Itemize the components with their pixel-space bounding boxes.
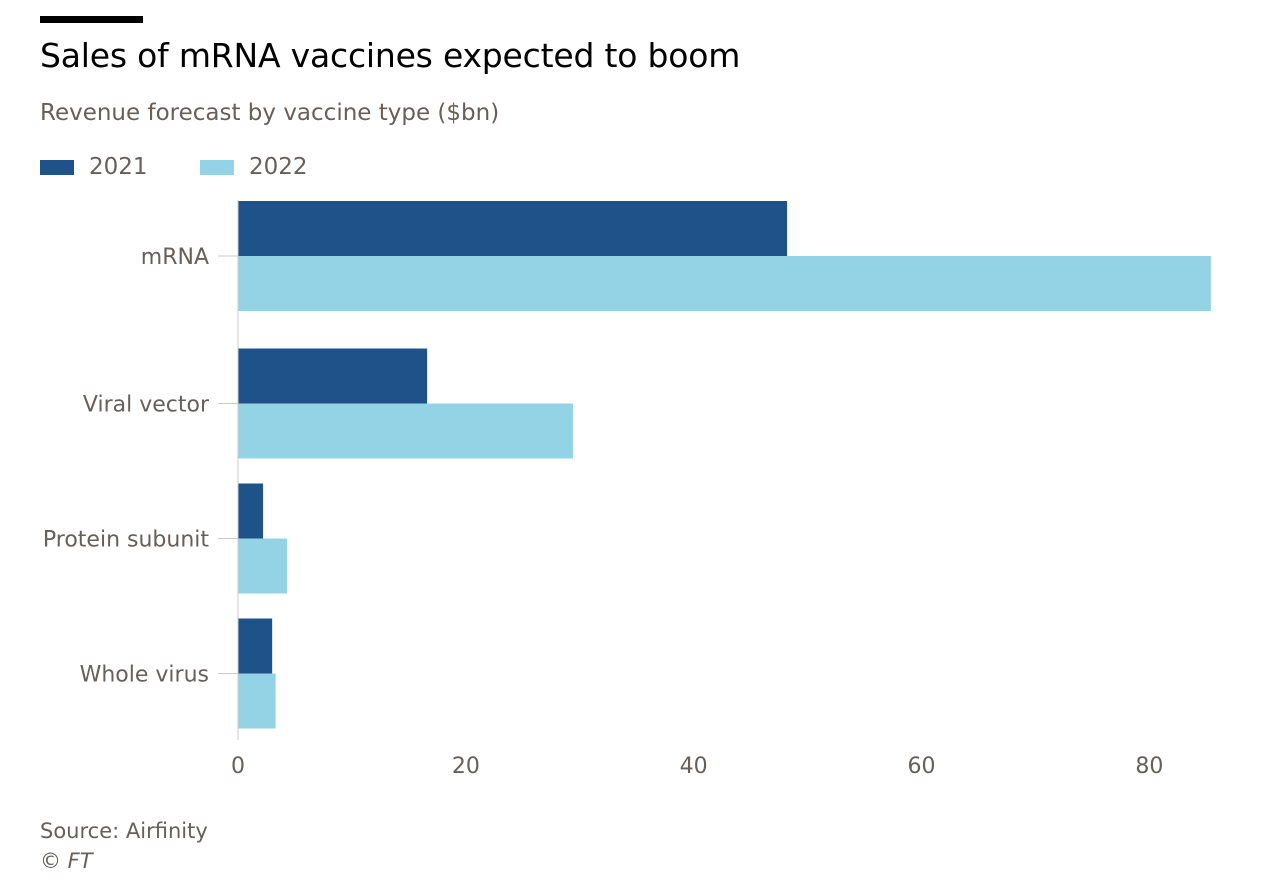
x-tick-label: 40	[680, 754, 708, 779]
source-note: Source: Airfinity	[40, 819, 208, 843]
bar-whole-virus-2021	[238, 618, 273, 674]
legend-label-2021: 2021	[89, 154, 148, 180]
legend-item-2022: 2022	[200, 154, 308, 180]
legend-label-2022: 2022	[249, 154, 308, 180]
chart-subtitle: Revenue forecast by vaccine type ($bn)	[40, 100, 500, 126]
category-label: mRNA	[141, 245, 209, 270]
x-tick-label: 80	[1135, 754, 1163, 779]
category-label: Viral vector	[83, 393, 210, 418]
bar-mrna-2022	[238, 256, 1211, 311]
x-tick-label: 0	[231, 754, 245, 779]
bar-chart: mRNA Viral vector Protein subunit Whole vir…	[43, 200, 1211, 779]
bar-viral-vector-2021	[238, 348, 428, 404]
chart-title: Sales of mRNA vaccines expected to boom	[40, 36, 741, 75]
x-tick-label: 20	[452, 754, 480, 779]
legend-swatch-2021	[40, 159, 74, 175]
legend-swatch-2022	[200, 159, 234, 175]
copyright-credit: © FT	[40, 849, 93, 873]
x-tick-label: 60	[908, 754, 936, 779]
bar-protein-subunit-2022	[238, 538, 287, 594]
bar-viral-vector-2022	[238, 403, 573, 459]
bar-whole-virus-2022	[238, 673, 276, 729]
category-label: Whole virus	[80, 663, 209, 688]
bar-mrna-2021	[238, 201, 788, 256]
legend-item-2021: 2021	[40, 154, 148, 180]
bar-protein-subunit-2021	[238, 483, 264, 539]
category-label: Protein subunit	[43, 528, 209, 553]
top-rule	[40, 16, 143, 23]
